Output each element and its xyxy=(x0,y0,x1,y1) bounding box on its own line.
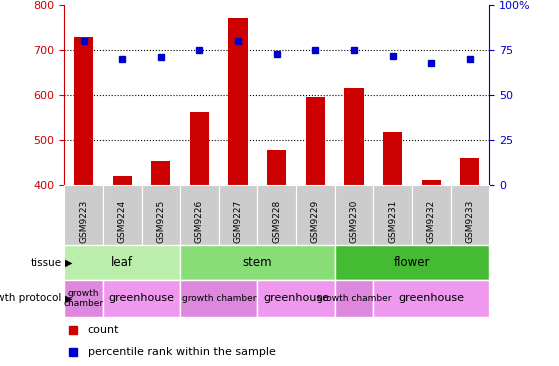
Text: growth chamber: growth chamber xyxy=(182,294,256,303)
Text: greenhouse: greenhouse xyxy=(398,293,464,303)
Text: stem: stem xyxy=(243,256,272,269)
Text: GSM9225: GSM9225 xyxy=(157,200,165,243)
Bar xyxy=(180,245,335,280)
Bar xyxy=(451,185,489,245)
Bar xyxy=(257,280,335,317)
Text: growth chamber: growth chamber xyxy=(317,294,391,303)
Bar xyxy=(141,185,180,245)
Bar xyxy=(64,245,180,280)
Text: percentile rank within the sample: percentile rank within the sample xyxy=(88,347,276,357)
Bar xyxy=(421,180,441,185)
Bar xyxy=(151,161,170,185)
Bar xyxy=(64,280,103,317)
Text: tissue: tissue xyxy=(30,258,61,268)
Bar xyxy=(219,185,257,245)
Bar xyxy=(344,87,363,185)
Bar xyxy=(412,185,451,245)
Text: count: count xyxy=(88,325,119,335)
Text: ▶: ▶ xyxy=(65,293,73,303)
Bar xyxy=(335,245,489,280)
Bar xyxy=(335,185,373,245)
Text: GSM9226: GSM9226 xyxy=(195,200,204,243)
Bar xyxy=(306,97,325,185)
Text: flower: flower xyxy=(394,256,430,269)
Bar xyxy=(229,19,248,185)
Text: GSM9233: GSM9233 xyxy=(465,200,475,243)
Bar xyxy=(383,132,402,185)
Text: GSM9227: GSM9227 xyxy=(234,200,243,243)
Text: GSM9230: GSM9230 xyxy=(349,200,358,243)
Text: GSM9231: GSM9231 xyxy=(388,200,397,243)
Text: growth
chamber: growth chamber xyxy=(64,288,103,308)
Bar xyxy=(460,158,480,185)
Text: leaf: leaf xyxy=(111,256,133,269)
Text: GSM9223: GSM9223 xyxy=(79,200,88,243)
Text: GSM9228: GSM9228 xyxy=(272,200,281,243)
Text: greenhouse: greenhouse xyxy=(108,293,174,303)
Bar xyxy=(267,150,286,185)
Text: growth protocol: growth protocol xyxy=(0,293,61,303)
Bar xyxy=(74,37,93,185)
Text: ▶: ▶ xyxy=(65,258,73,268)
Bar xyxy=(335,280,373,317)
Bar xyxy=(373,280,489,317)
Bar xyxy=(180,280,257,317)
Bar xyxy=(180,185,219,245)
Bar xyxy=(103,185,141,245)
Text: GSM9224: GSM9224 xyxy=(118,200,127,243)
Bar xyxy=(296,185,335,245)
Text: GSM9232: GSM9232 xyxy=(427,200,435,243)
Text: greenhouse: greenhouse xyxy=(263,293,329,303)
Bar xyxy=(257,185,296,245)
Bar xyxy=(190,112,209,185)
Bar xyxy=(103,280,180,317)
Bar xyxy=(64,185,103,245)
Text: GSM9229: GSM9229 xyxy=(311,200,320,243)
Bar xyxy=(373,185,412,245)
Bar xyxy=(112,176,132,185)
